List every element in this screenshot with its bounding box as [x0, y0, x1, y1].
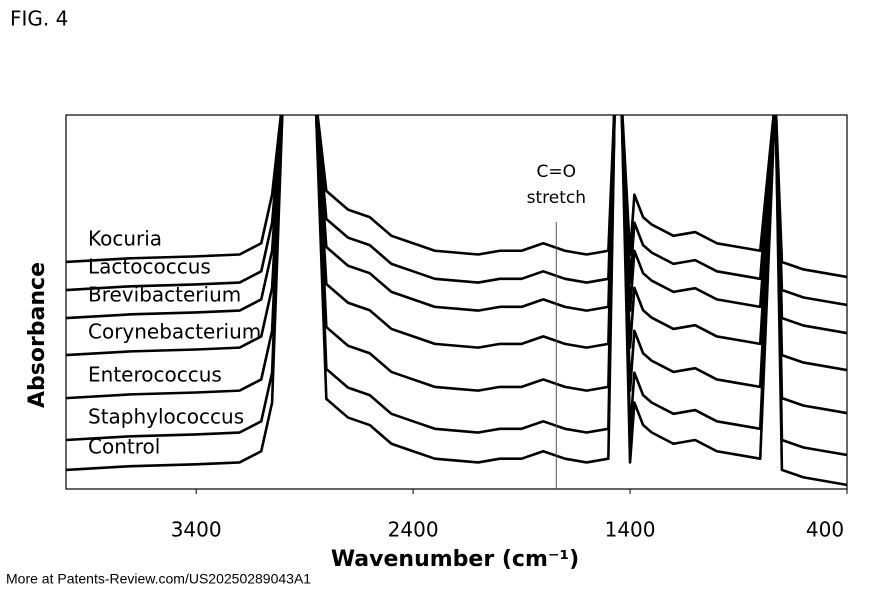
spectrum-line	[66, 115, 847, 372]
x-tick-label: 400	[806, 518, 844, 542]
spectrum-line	[66, 115, 847, 307]
y-axis-label: Absorbance	[25, 262, 50, 408]
annotation-text: stretch	[527, 188, 586, 208]
footer: More at Patents-Review.com/US20250289043…	[6, 571, 311, 587]
series-label: Lactococcus	[88, 255, 211, 279]
spectrum-line	[66, 115, 847, 487]
spectrum-line	[66, 115, 847, 279]
series-label: Corynebacterium	[88, 320, 261, 344]
annotation-text: C=O	[537, 162, 577, 182]
spectrum-line	[66, 115, 847, 457]
figure-label: FIG. 4	[10, 7, 68, 31]
plot-area	[66, 115, 847, 487]
x-tick-label: 2400	[388, 518, 439, 542]
series-label: Control	[88, 434, 160, 458]
spectrum-line	[66, 115, 847, 415]
plot-frame	[65, 114, 848, 490]
x-tick-label: 3400	[171, 518, 222, 542]
series-label: Staphylococcus	[88, 405, 244, 429]
series-label: Enterococcus	[88, 363, 222, 387]
spectrum-line	[66, 115, 847, 335]
x-axis-label: Wavenumber (cm⁻¹)	[331, 547, 579, 572]
series-label: Brevibacterium	[88, 283, 241, 307]
x-tick-label: 1400	[605, 518, 656, 542]
series-label: Kocuria	[88, 226, 162, 250]
